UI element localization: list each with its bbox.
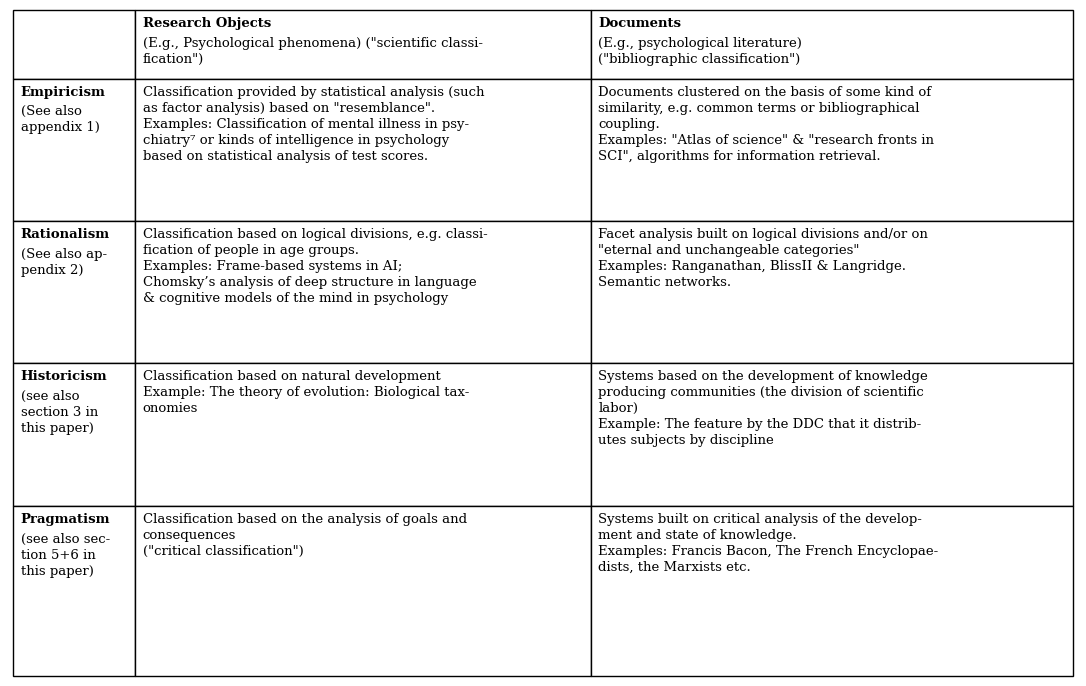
Text: Facet analysis built on logical divisions and/or on
"eternal and unchangeable ca: Facet analysis built on logical division… <box>598 228 929 289</box>
Text: Research Objects: Research Objects <box>142 17 270 30</box>
Text: Systems based on the development of knowledge
producing communities (the divisio: Systems based on the development of know… <box>598 370 929 447</box>
Text: (see also
section 3 in
this paper): (see also section 3 in this paper) <box>21 390 98 434</box>
Bar <box>135 363 591 506</box>
Bar <box>591 506 1073 676</box>
Bar <box>591 221 1073 363</box>
Text: Historicism: Historicism <box>21 370 108 383</box>
Bar <box>13 363 135 506</box>
Text: (See also ap-
pendix 2): (See also ap- pendix 2) <box>21 248 106 277</box>
Bar <box>13 79 135 221</box>
Text: Empiricism: Empiricism <box>21 86 105 99</box>
Bar <box>135 79 591 221</box>
Text: Classification based on natural development
Example: The theory of evolution: Bi: Classification based on natural developm… <box>142 370 469 415</box>
Text: Classification based on logical divisions, e.g. classi-
fication of people in ag: Classification based on logical division… <box>142 228 488 305</box>
Bar <box>591 79 1073 221</box>
Bar <box>13 10 135 79</box>
Text: Systems built on critical analysis of the develop-
ment and state of knowledge.
: Systems built on critical analysis of th… <box>598 513 938 574</box>
Bar <box>13 221 135 363</box>
Text: (E.g., psychological literature)
("bibliographic classification"): (E.g., psychological literature) ("bibli… <box>598 37 803 66</box>
Bar <box>591 10 1073 79</box>
Text: Documents: Documents <box>598 17 681 30</box>
Text: Documents clustered on the basis of some kind of
similarity, e.g. common terms o: Documents clustered on the basis of some… <box>598 86 934 163</box>
Text: Pragmatism: Pragmatism <box>21 513 110 526</box>
Text: (See also
appendix 1): (See also appendix 1) <box>21 106 100 134</box>
Bar <box>135 10 591 79</box>
Text: (E.g., Psychological phenomena) ("scientific classi-
fication"): (E.g., Psychological phenomena) ("scient… <box>142 37 482 66</box>
Text: Rationalism: Rationalism <box>21 228 110 241</box>
Text: (see also sec-
tion 5+6 in
this paper): (see also sec- tion 5+6 in this paper) <box>21 532 110 578</box>
Bar <box>135 221 591 363</box>
Bar <box>135 506 591 676</box>
Bar <box>13 506 135 676</box>
Text: Classification provided by statistical analysis (such
as factor analysis) based : Classification provided by statistical a… <box>142 86 484 163</box>
Text: Classification based on the analysis of goals and
consequences
("critical classi: Classification based on the analysis of … <box>142 513 467 558</box>
Bar <box>591 363 1073 506</box>
